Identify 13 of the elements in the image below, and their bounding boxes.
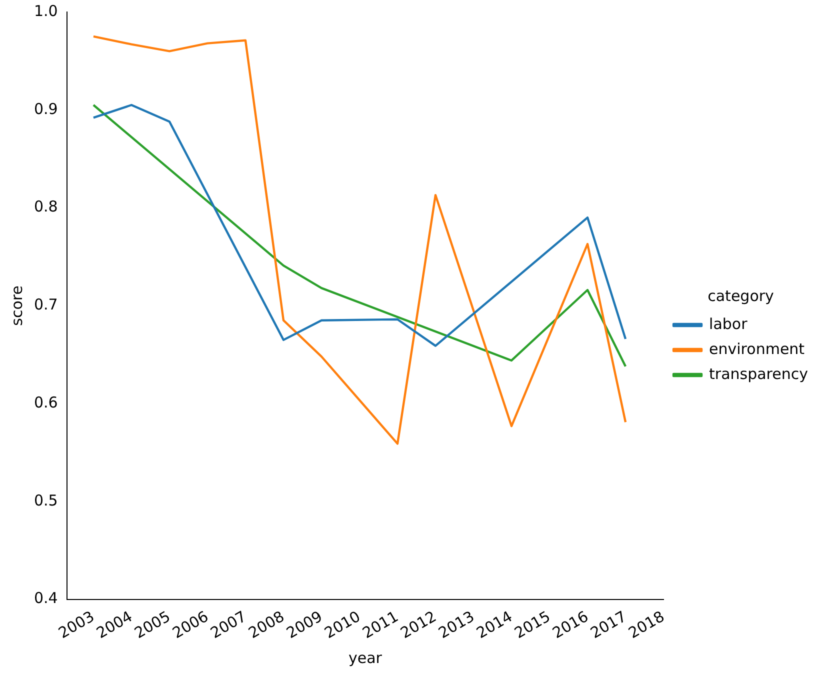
x-axis-title: year [348, 648, 383, 667]
legend-label: transparency [709, 364, 808, 383]
legend-label: environment [709, 340, 805, 358]
y-tick-label: 0.4 [34, 589, 58, 608]
legend-label: labor [709, 314, 748, 333]
y-tick-label: 1.0 [34, 2, 58, 20]
y-tick-label: 0.6 [34, 393, 58, 412]
y-tick-label: 0.8 [34, 198, 58, 216]
y-tick-label: 0.9 [34, 100, 58, 118]
y-tick-label: 0.7 [34, 296, 58, 314]
legend-title: category [708, 286, 774, 305]
y-tick-label: 0.5 [34, 491, 58, 510]
y-axis-title: score [8, 286, 26, 326]
